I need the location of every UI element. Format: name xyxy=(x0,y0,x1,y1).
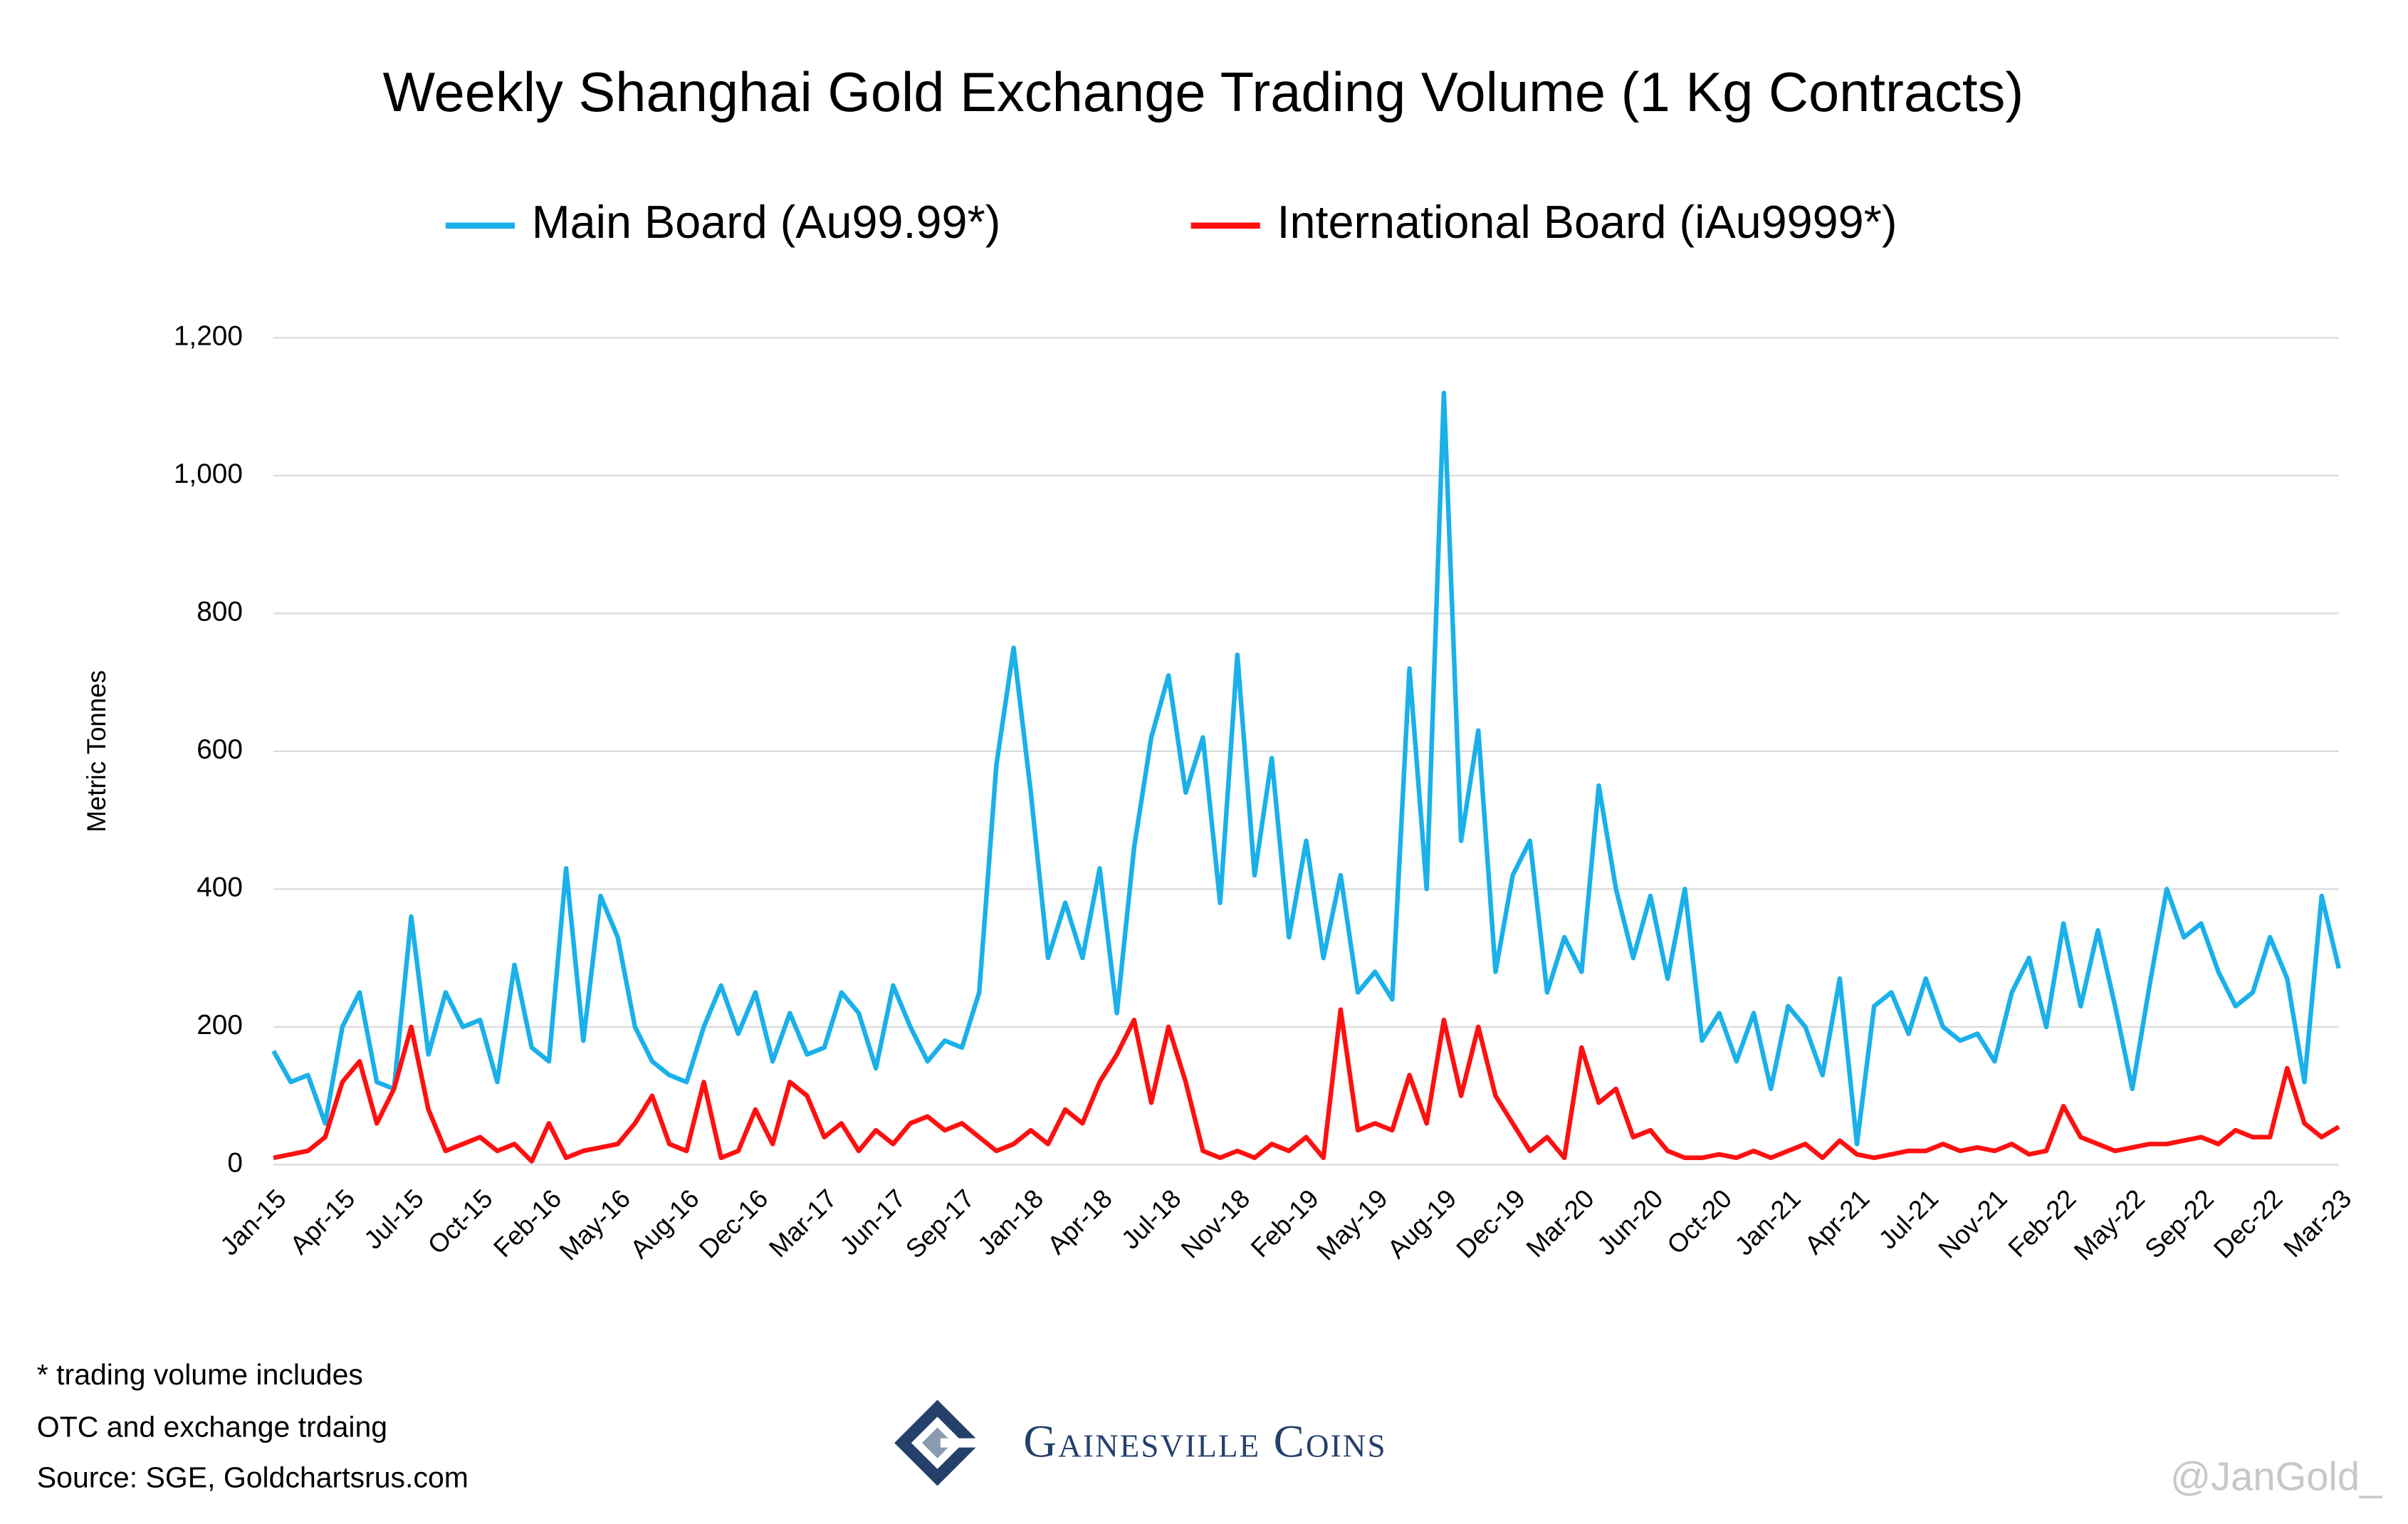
chart-title: Weekly Shanghai Gold Exchange Trading Vo… xyxy=(383,62,2024,123)
y-tick-label: 200 xyxy=(197,1010,243,1040)
x-tick-label: Dec-16 xyxy=(693,1184,774,1264)
x-tick-label: Jun-20 xyxy=(1591,1184,1668,1261)
x-tick-label: Dec-19 xyxy=(1450,1184,1531,1264)
x-tick-label: May-22 xyxy=(2068,1184,2151,1266)
x-tick-label: Nov-21 xyxy=(1932,1184,2013,1264)
legend-label: International Board (iAu9999*) xyxy=(1277,196,1897,248)
y-axis-label: Metric Tonnes xyxy=(82,670,111,833)
x-tick-label: Dec-22 xyxy=(2208,1184,2288,1264)
x-tick-label: Jan-21 xyxy=(1729,1184,1806,1261)
legend-label: Main Board (Au99.99*) xyxy=(532,196,1001,248)
y-tick-label: 800 xyxy=(197,597,243,627)
x-tick-label: Apr-18 xyxy=(1042,1184,1118,1260)
x-tick-label: May-16 xyxy=(554,1184,637,1266)
footnote: Source: SGE, Goldchartsrus.com xyxy=(37,1461,468,1494)
brand-logo xyxy=(894,1399,980,1486)
x-tick-label: Jan-18 xyxy=(972,1184,1049,1261)
x-tick-label: Oct-15 xyxy=(422,1184,498,1260)
x-tick-label: Feb-19 xyxy=(1245,1184,1324,1263)
footnote: OTC and exchange trdaing xyxy=(37,1411,387,1444)
x-tick-label: Oct-20 xyxy=(1661,1184,1737,1260)
x-tick-label: Sep-22 xyxy=(2139,1184,2219,1264)
brand-name: Gainesville Coins xyxy=(1023,1416,1386,1467)
y-tick-label: 1,200 xyxy=(174,321,243,352)
x-tick-label: Aug-16 xyxy=(624,1184,705,1264)
x-tick-label: Jan-15 xyxy=(214,1184,291,1261)
y-tick-label: 1,000 xyxy=(174,459,243,489)
x-tick-label: Jul-15 xyxy=(358,1184,429,1255)
x-tick-label: Mar-23 xyxy=(2278,1184,2357,1263)
y-tick-label: 0 xyxy=(227,1148,243,1179)
y-tick-label: 400 xyxy=(197,872,243,903)
x-tick-label: Nov-18 xyxy=(1176,1184,1256,1264)
x-tick-label: Apr-21 xyxy=(1799,1184,1875,1260)
x-tick-label: Apr-15 xyxy=(284,1184,360,1260)
y-tick-label: 600 xyxy=(197,734,243,765)
x-tick-label: Mar-20 xyxy=(1521,1184,1600,1263)
x-tick-label: Mar-17 xyxy=(763,1184,842,1263)
data-line xyxy=(271,390,2342,1147)
x-tick-label: Sep-17 xyxy=(900,1184,980,1264)
x-tick-label: Aug-19 xyxy=(1382,1184,1462,1264)
x-tick-label: May-19 xyxy=(1311,1184,1393,1266)
x-tick-label: Feb-16 xyxy=(488,1184,567,1263)
watermark: @JanGold_ xyxy=(2170,1454,2382,1499)
data-line xyxy=(273,1007,2340,1164)
x-tick-label: Jun-17 xyxy=(834,1184,911,1261)
footnote: * trading volume includes xyxy=(37,1358,363,1391)
x-tick-label: Feb-22 xyxy=(2002,1184,2081,1263)
